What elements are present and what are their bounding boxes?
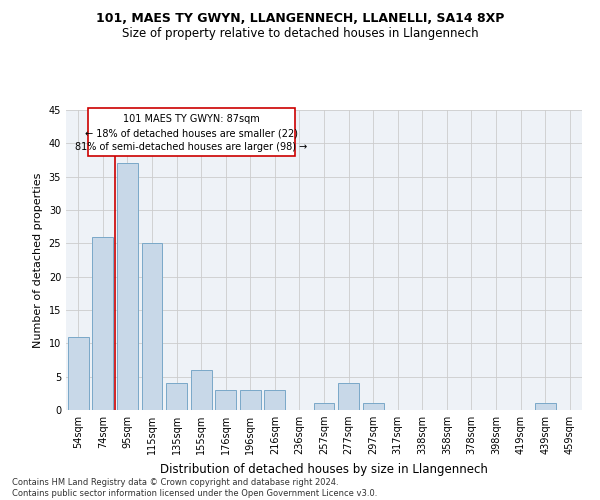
Bar [265, 390, 286, 410]
Text: Contains HM Land Registry data © Crown copyright and database right 2024.
Contai: Contains HM Land Registry data © Crown c… [12, 478, 377, 498]
Bar [362, 404, 383, 410]
Bar [338, 384, 359, 410]
Bar [535, 404, 556, 410]
X-axis label: Distribution of detached houses by size in Llangennech: Distribution of detached houses by size … [160, 462, 488, 475]
Bar [142, 244, 163, 410]
Text: Size of property relative to detached houses in Llangennech: Size of property relative to detached ho… [122, 28, 478, 40]
Bar [314, 404, 334, 410]
Text: 101, MAES TY GWYN, LLANGENNECH, LLANELLI, SA14 8XP: 101, MAES TY GWYN, LLANGENNECH, LLANELLI… [96, 12, 504, 26]
Bar [117, 164, 138, 410]
Text: 101 MAES TY GWYN: 87sqm
← 18% of detached houses are smaller (22)
81% of semi-de: 101 MAES TY GWYN: 87sqm ← 18% of detache… [75, 114, 307, 152]
Y-axis label: Number of detached properties: Number of detached properties [33, 172, 43, 348]
Bar [240, 390, 261, 410]
Bar [215, 390, 236, 410]
FancyBboxPatch shape [88, 108, 295, 156]
Bar [166, 384, 187, 410]
Bar [92, 236, 113, 410]
Bar [68, 336, 89, 410]
Bar [191, 370, 212, 410]
